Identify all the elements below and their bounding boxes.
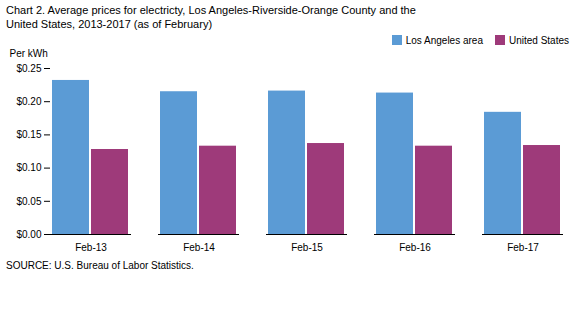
svg-text:Feb-14: Feb-14 <box>183 241 215 252</box>
svg-text:Feb-16: Feb-16 <box>399 241 431 252</box>
html-text:United States: United States <box>509 34 569 46</box>
html-text:Los Angeles area: Los Angeles area <box>405 34 483 46</box>
svg-text:$0.25: $0.25 <box>16 62 41 73</box>
svg-text:$0.15: $0.15 <box>16 129 41 140</box>
svg-text:$0.20: $0.20 <box>16 95 41 106</box>
html-text:Chart 2. Average prices for el: Chart 2. Average prices for electricty, … <box>6 4 416 31</box>
html-text:SOURCE: U.S. Bureau of Labor S: SOURCE: U.S. Bureau of Labor Statistics. <box>6 259 194 271</box>
svg-text:$0.05: $0.05 <box>16 195 41 206</box>
svg-text:Feb-13: Feb-13 <box>75 241 107 252</box>
svg-text:$0.10: $0.10 <box>16 162 41 173</box>
svg-text:$0.00: $0.00 <box>16 228 41 239</box>
svg-text:Feb-15: Feb-15 <box>291 241 323 252</box>
svg-text:Per kWh: Per kWh <box>10 47 48 58</box>
svg-text:Feb-17: Feb-17 <box>507 241 539 252</box>
